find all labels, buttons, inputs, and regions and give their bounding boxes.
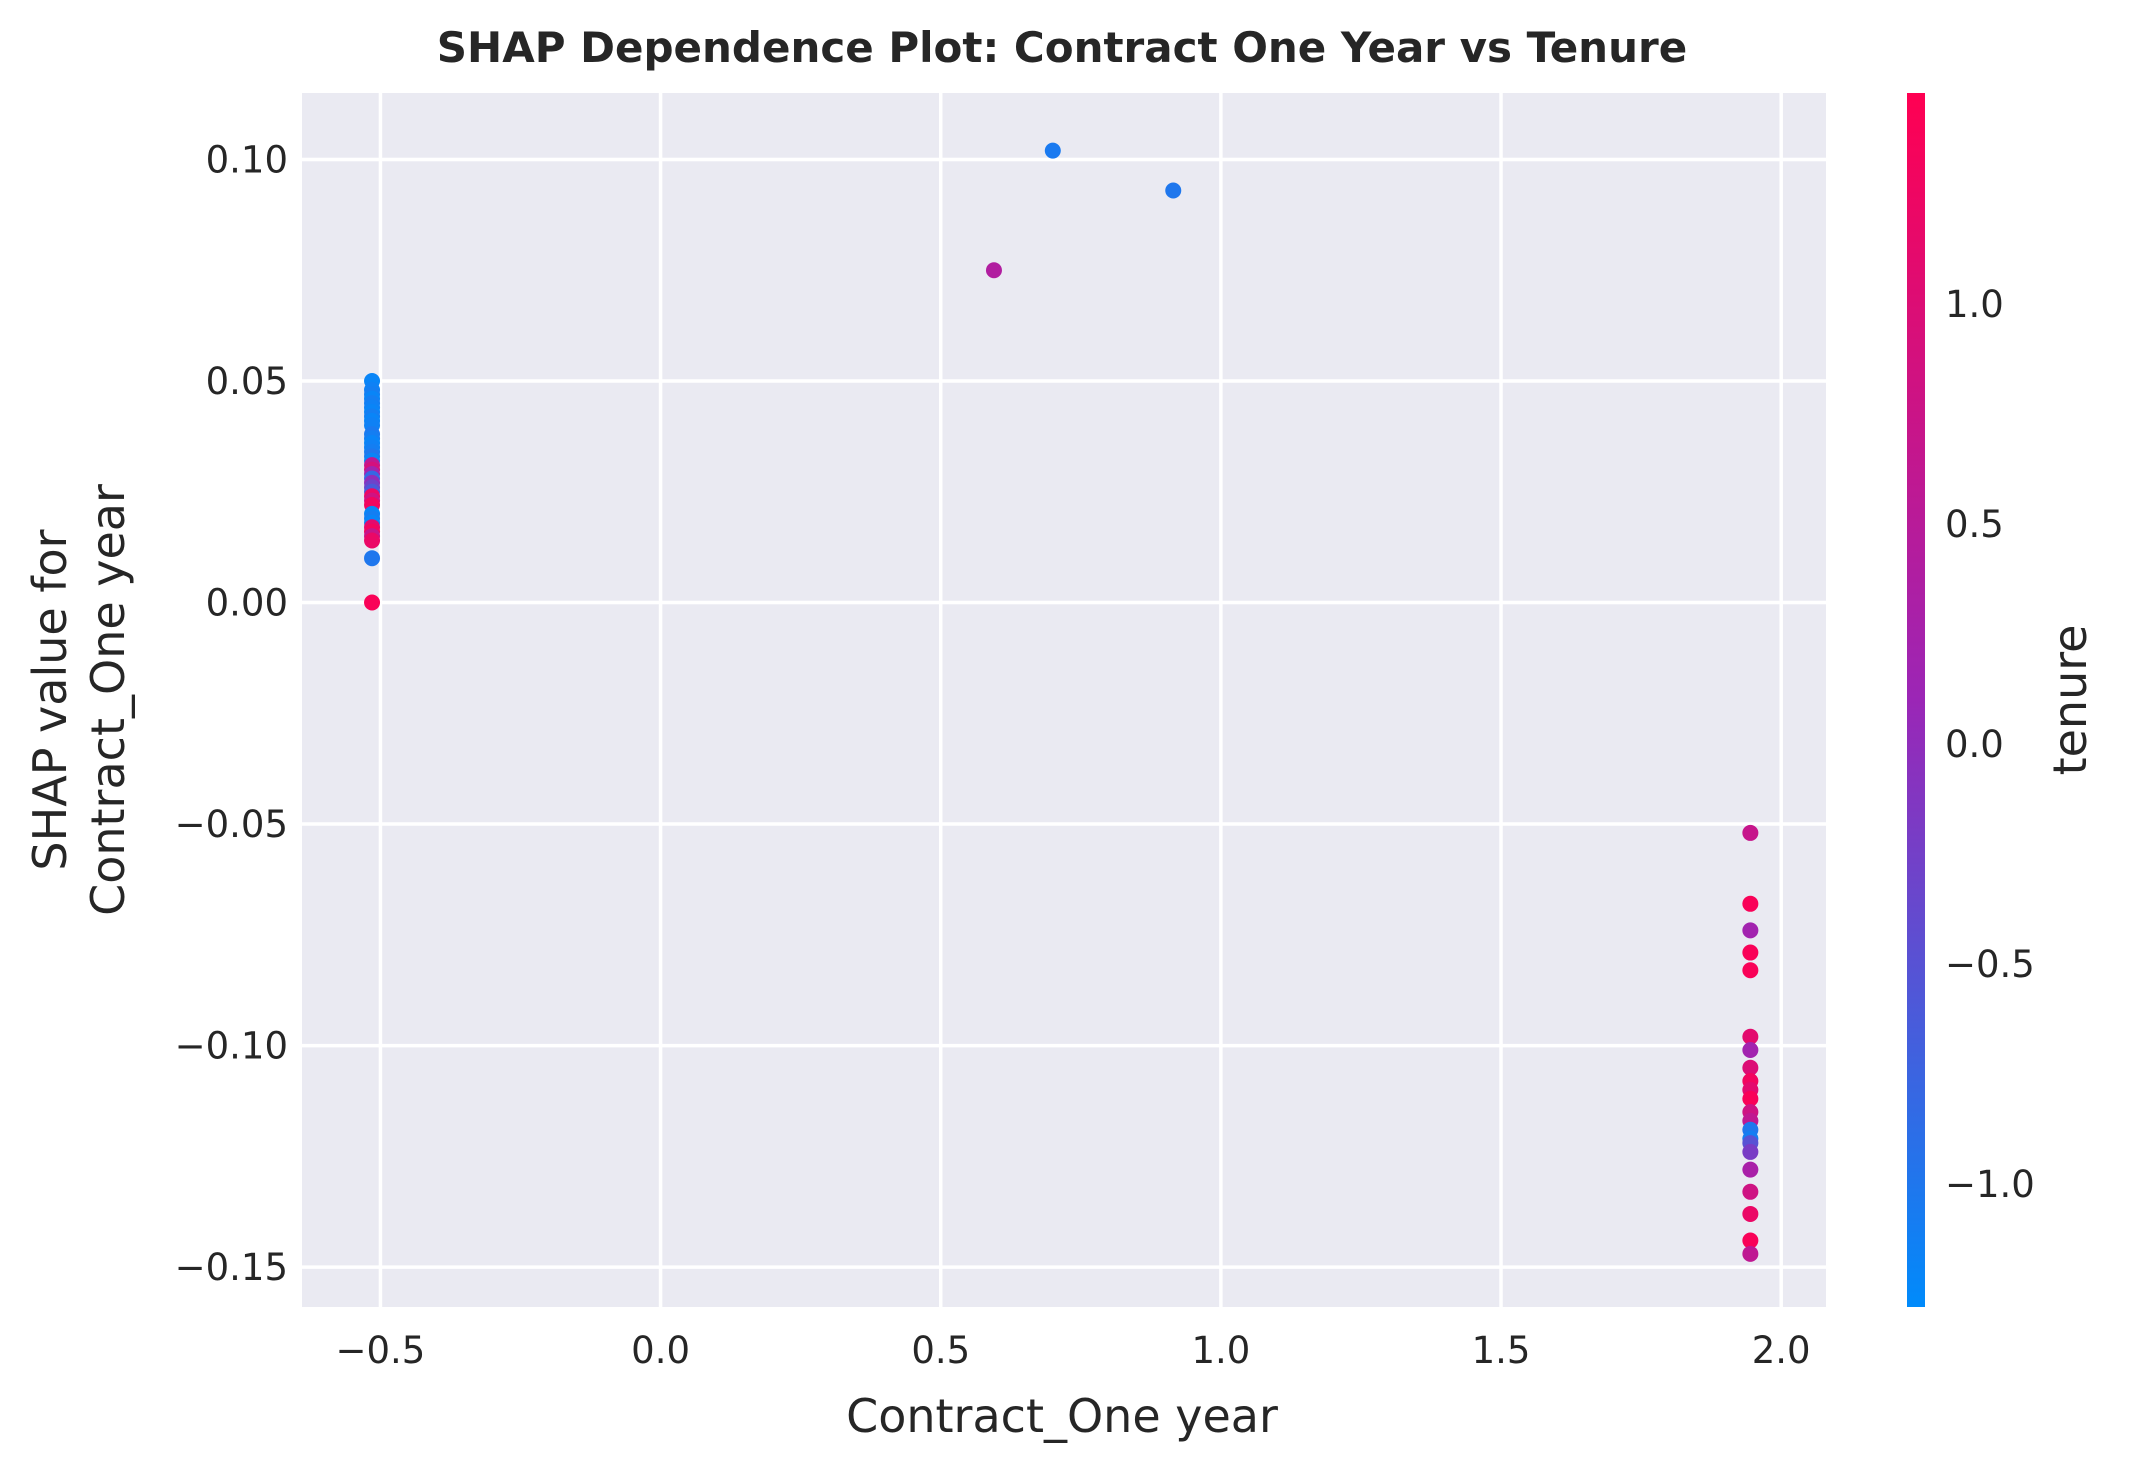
y-axis-label-line-2: Contract_One year bbox=[81, 484, 135, 916]
x-tick-label: 2.0 bbox=[1752, 1329, 1811, 1372]
y-tick-label: 0.00 bbox=[206, 582, 288, 625]
y-tick-label: −0.10 bbox=[175, 1025, 288, 1068]
data-point bbox=[1742, 1143, 1759, 1160]
x-tick-label: 0.5 bbox=[911, 1329, 970, 1372]
data-point bbox=[1742, 1245, 1759, 1262]
colorbar-tick-label: 1.0 bbox=[1945, 283, 2004, 326]
colorbar-tick-label: 0.5 bbox=[1945, 503, 2004, 546]
y-tick-label: 0.10 bbox=[206, 138, 288, 181]
colorbar-label: tenure bbox=[2043, 625, 2097, 776]
plot-area bbox=[302, 93, 1826, 1307]
colorbar bbox=[1907, 93, 1925, 1307]
x-tick-labels: −0.5 0.0 0.5 1.0 1.5 2.0 bbox=[336, 1329, 1811, 1372]
data-point bbox=[1742, 922, 1759, 939]
data-point bbox=[364, 532, 381, 549]
data-point bbox=[1742, 962, 1759, 979]
x-tick-label: 1.0 bbox=[1191, 1329, 1250, 1372]
colorbar-tick-label: 0.0 bbox=[1945, 723, 2004, 766]
colorbar-tick-label: −1.0 bbox=[1945, 1163, 2035, 1206]
colorbar-ticks: 1.0 0.5 0.0 −0.5 −1.0 bbox=[1945, 283, 2035, 1206]
x-tick-label: 1.5 bbox=[1472, 1329, 1531, 1372]
data-point bbox=[1742, 1090, 1759, 1107]
chart-title: SHAP Dependence Plot: Contract One Year … bbox=[437, 23, 1687, 72]
data-point bbox=[1742, 1059, 1759, 1076]
data-point bbox=[1742, 1028, 1759, 1045]
y-axis-label-line-1: SHAP value for bbox=[23, 529, 77, 870]
data-point bbox=[364, 594, 381, 611]
data-point bbox=[364, 550, 381, 567]
colorbar-tick-label: −0.5 bbox=[1945, 943, 2035, 986]
data-point bbox=[985, 262, 1002, 279]
data-point bbox=[1742, 944, 1759, 961]
data-point bbox=[1742, 1042, 1759, 1059]
data-point bbox=[1044, 142, 1061, 159]
x-tick-label: 0.0 bbox=[631, 1329, 690, 1372]
y-tick-labels: 0.10 0.05 0.00 −0.05 −0.10 −0.15 bbox=[175, 138, 288, 1289]
data-point bbox=[1742, 1232, 1759, 1249]
scatter-points bbox=[364, 142, 1759, 1262]
x-tick-label: −0.5 bbox=[336, 1329, 426, 1372]
data-point bbox=[1742, 824, 1759, 841]
grid-lines bbox=[302, 93, 1826, 1307]
data-point bbox=[1165, 182, 1182, 199]
data-point bbox=[1742, 1183, 1759, 1200]
data-point bbox=[1742, 1205, 1759, 1222]
y-tick-label: −0.15 bbox=[175, 1246, 288, 1289]
x-axis-label: Contract_One year bbox=[846, 1389, 1278, 1443]
data-point bbox=[1742, 1161, 1759, 1178]
y-tick-label: 0.05 bbox=[206, 360, 288, 403]
y-tick-label: −0.05 bbox=[175, 803, 288, 846]
data-point bbox=[1742, 895, 1759, 912]
